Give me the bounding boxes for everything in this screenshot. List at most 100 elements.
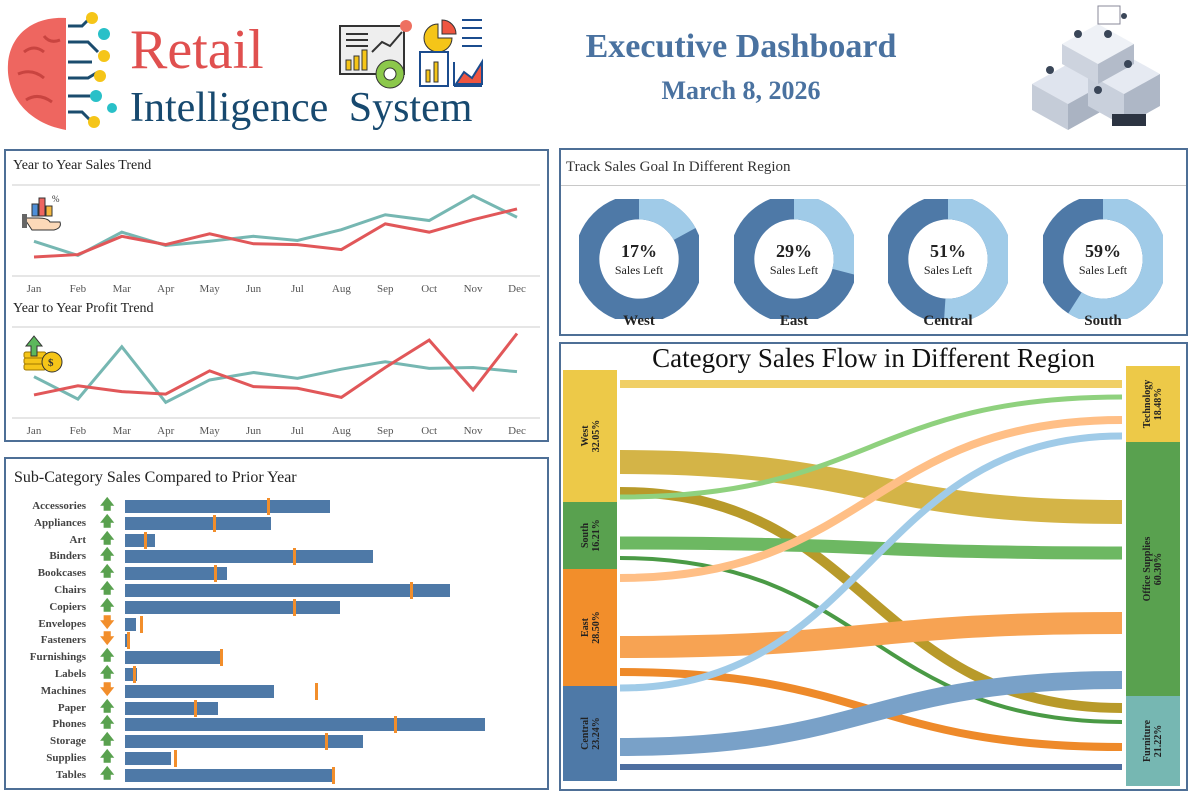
- sales-left-arc: [888, 199, 1008, 319]
- arrow-down-icon: 🡇: [100, 615, 115, 631]
- source-label: South16.21%: [580, 519, 602, 552]
- subcategory-label: Labels: [54, 668, 86, 680]
- target-pct: 60.30%: [1153, 553, 1164, 586]
- arrow-down-icon: 🡇: [100, 682, 115, 698]
- donut-ring: [579, 199, 699, 319]
- x-tick-label: Jan: [27, 425, 42, 437]
- subcategory-label: Envelopes: [38, 617, 86, 630]
- arrow-down-icon: 🡇: [100, 632, 115, 648]
- target-name: Technology: [1142, 380, 1153, 429]
- donut-caption: Sales Left: [923, 263, 973, 277]
- subcategory-label: Phones: [52, 718, 86, 731]
- subcategory-label: Chairs: [54, 584, 86, 596]
- target-label: Furniture21.22%: [1142, 719, 1164, 762]
- prior-year-marker: [140, 615, 143, 633]
- source-name: Central: [580, 717, 591, 750]
- dashboard-title: Executive Dashboard: [585, 28, 897, 65]
- arrow-up-icon: 🡅: [100, 766, 115, 782]
- subcategory-label: Paper: [57, 701, 86, 714]
- svg-text:$: $: [48, 357, 54, 369]
- region-label: West: [623, 313, 655, 329]
- x-tick-label: Nov: [464, 425, 483, 437]
- x-tick-label: Mar: [113, 425, 132, 437]
- source-pct: 16.21%: [591, 519, 602, 552]
- sankey-flow: [619, 487, 1123, 713]
- x-tick-label: Mar: [113, 283, 132, 295]
- x-tick-label: Feb: [70, 425, 87, 437]
- x-tick-label: Jul: [291, 425, 304, 437]
- sales-goal-title: Track Sales Goal In Different Region: [566, 159, 791, 175]
- svg-text:%: %: [52, 194, 60, 204]
- x-tick-label: Jul: [291, 283, 304, 295]
- donut-ring: [1043, 199, 1163, 319]
- arrow-up-icon: 🡅: [100, 598, 115, 614]
- logo-subtitle-text: Intelligence System: [130, 85, 473, 131]
- sales-trend-title: Year to Year Sales Trend: [13, 158, 152, 173]
- prior-year-marker: [220, 649, 223, 667]
- analytics-dashboard-icon: [339, 19, 483, 89]
- current-sales-bar: [125, 684, 274, 698]
- prior-year-marker: [410, 582, 413, 599]
- donut-caption: Sales Left: [614, 263, 664, 277]
- source-label: West32.05%: [580, 420, 602, 453]
- prior-year-marker: [293, 598, 296, 616]
- arrow-up-icon: 🡅: [100, 565, 115, 581]
- donut-caption: Sales Left: [769, 263, 819, 277]
- x-tick-label: Apr: [157, 425, 174, 437]
- sankey-flow: [619, 394, 1123, 500]
- current-sales-bar: [125, 617, 136, 631]
- x-tick-label: Jun: [246, 425, 262, 437]
- prior-year-marker: [127, 632, 130, 650]
- current-sales-bar: [125, 600, 340, 614]
- x-tick-label: Nov: [464, 283, 483, 295]
- office-team-illustration: [1032, 5, 1160, 130]
- x-tick-label: Sep: [377, 425, 394, 437]
- target-node-furniture: [1126, 696, 1180, 786]
- region-label: East: [779, 313, 809, 329]
- series-line-0: [33, 344, 518, 405]
- arrow-up-icon: 🡅: [100, 498, 115, 513]
- donut-percent: 29%: [776, 241, 812, 261]
- subcategory-title: Sub-Category Sales Compared to Prior Yea…: [14, 469, 297, 486]
- x-tick-label: Aug: [332, 283, 351, 295]
- target-label: Office Supplies60.30%: [1142, 537, 1164, 602]
- series-line-1: [33, 332, 519, 399]
- prior-year-marker: [293, 548, 296, 566]
- arrow-up-icon: 🡅: [100, 716, 115, 732]
- sankey-flow: [619, 671, 1123, 756]
- trend-charts: Jan Feb Mar Apr May Jun Jul Aug Sep Oct Nov Dec Jan F…: [12, 184, 540, 437]
- source-name: West: [580, 425, 591, 447]
- current-sales-bar: [125, 768, 333, 782]
- current-sales-bar: [125, 550, 373, 564]
- arrow-up-icon: 🡅: [100, 649, 115, 665]
- dashboard-date: March 8, 2026: [661, 76, 821, 105]
- x-tick-label: Feb: [70, 283, 87, 295]
- subcategory-label: Art: [69, 533, 87, 546]
- prior-year-marker: [144, 531, 147, 549]
- target-name: Office Supplies: [1142, 537, 1153, 602]
- source-node-central: [563, 686, 617, 781]
- sankey-title: Category Sales Flow in Different Region: [652, 343, 1095, 373]
- x-tick-label: May: [200, 425, 221, 437]
- sales-growth-icon: %: [22, 194, 61, 231]
- series-line-0: [33, 193, 518, 258]
- subcategory-label: Machines: [40, 684, 86, 697]
- sankey-flow: [619, 536, 1123, 560]
- prior-year-marker: [332, 766, 335, 784]
- current-sales-bar: [125, 516, 271, 530]
- sankey-flow: [619, 416, 1123, 582]
- arrow-up-icon: 🡅: [100, 548, 115, 564]
- profit-trend-title: Year to Year Profit Trend: [13, 301, 154, 316]
- subcategory-label: Tables: [55, 768, 86, 781]
- subcategory-label: Supplies: [46, 752, 86, 764]
- prior-year-marker: [194, 699, 197, 717]
- trend-panel: [4, 149, 549, 442]
- target-node-office-supplies: [1126, 442, 1180, 696]
- arrow-up-icon: 🡅: [100, 750, 115, 765]
- prior-year-marker: [214, 565, 217, 583]
- sankey-flow: [619, 432, 1123, 692]
- sales-left-arc: [579, 199, 699, 319]
- prior-year-marker: [133, 666, 136, 683]
- current-sales-bar: [125, 651, 221, 665]
